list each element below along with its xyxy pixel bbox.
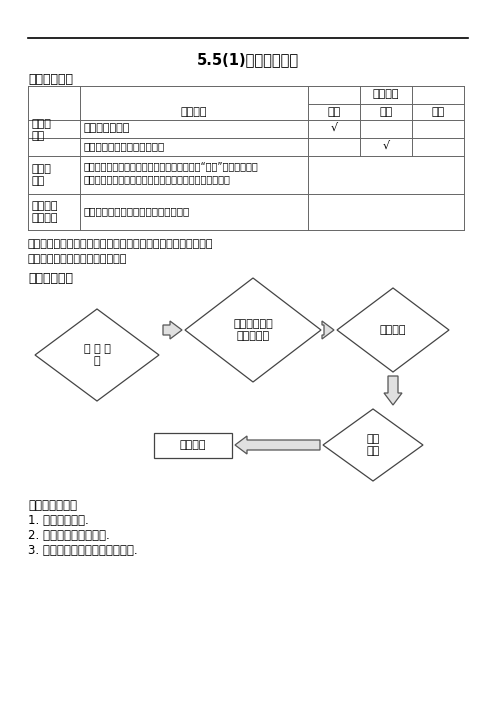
Text: √: √ bbox=[330, 123, 338, 133]
Text: 2. 探讨有理数减法法则.: 2. 探讨有理数减法法则. bbox=[28, 529, 110, 542]
Text: 学习水平: 学习水平 bbox=[373, 89, 399, 99]
Text: 运用减法法则进行简单的计算: 运用减法法则进行简单的计算 bbox=[84, 141, 165, 151]
Text: 《教学目标》: 《教学目标》 bbox=[28, 73, 73, 86]
Text: 学 习 准
备: 学 习 准 备 bbox=[83, 344, 111, 366]
Text: 解释: 解释 bbox=[379, 107, 393, 117]
Text: 讨论得到有理
数减法法则: 讨论得到有理 数减法法则 bbox=[233, 319, 273, 340]
Bar bbox=[154, 432, 232, 458]
Text: 1. 巩固加法法则.: 1. 巩固加法法则. bbox=[28, 514, 89, 527]
Text: 在学习、探究有理数减法法则的过程中，体会“化归”的数学思想，: 在学习、探究有理数减法法则的过程中，体会“化归”的数学思想， bbox=[84, 161, 259, 171]
Text: 难点：运用减法法则进行简单计算: 难点：运用减法法则进行简单计算 bbox=[28, 254, 127, 264]
Polygon shape bbox=[323, 409, 423, 481]
Text: 重点：掌握有理数减法法则，并能运用减法法则进行简单的计算: 重点：掌握有理数减法法则，并能运用减法法则进行简单的计算 bbox=[28, 239, 213, 249]
Text: 流程意图说明：: 流程意图说明： bbox=[28, 499, 77, 512]
Text: 课内
小结: 课内 小结 bbox=[367, 435, 379, 456]
Text: √: √ bbox=[382, 141, 389, 151]
Text: 有理数减法法则: 有理数减法法则 bbox=[84, 123, 130, 133]
Text: 《教学流程》: 《教学流程》 bbox=[28, 272, 73, 285]
Text: 通过解决实际问题，体会有理数减法在实际生活中的应用: 通过解决实际问题，体会有理数减法在实际生活中的应用 bbox=[84, 174, 231, 184]
Text: 课内检测: 课内检测 bbox=[180, 440, 206, 450]
Text: 5.5(1)有理数的减法: 5.5(1)有理数的减法 bbox=[197, 52, 299, 67]
Text: 知识与
技能: 知识与 技能 bbox=[31, 119, 51, 141]
Text: 3. 通过例题让学生学会运算方法.: 3. 通过例题让学生学会运算方法. bbox=[28, 544, 137, 557]
Polygon shape bbox=[337, 288, 449, 372]
Polygon shape bbox=[163, 321, 182, 339]
Polygon shape bbox=[384, 376, 402, 405]
Text: 情感态度
与价值观: 情感态度 与价值观 bbox=[31, 201, 58, 223]
Polygon shape bbox=[185, 278, 321, 382]
Text: 培养学生学习兴趣，及应用数学的意识: 培养学生学习兴趣，及应用数学的意识 bbox=[84, 206, 190, 216]
Text: 学习内容: 学习内容 bbox=[181, 107, 207, 117]
Polygon shape bbox=[322, 321, 334, 339]
Text: 探究: 探究 bbox=[432, 107, 444, 117]
Text: 例题讲解: 例题讲解 bbox=[380, 325, 406, 335]
Polygon shape bbox=[235, 436, 320, 454]
Polygon shape bbox=[35, 309, 159, 401]
Text: 记忆: 记忆 bbox=[327, 107, 341, 117]
Text: 过程与
方法: 过程与 方法 bbox=[31, 164, 51, 186]
